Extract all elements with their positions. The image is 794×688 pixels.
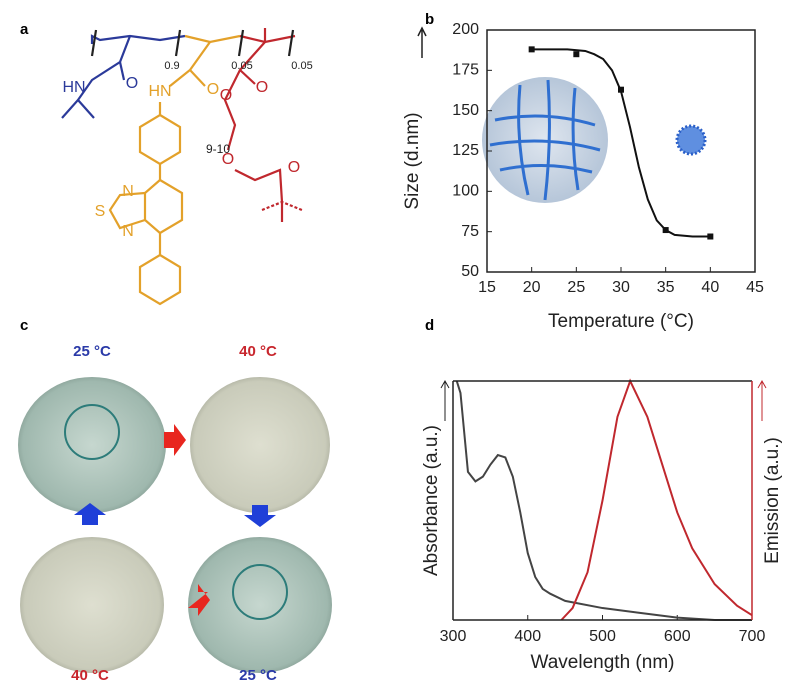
y-tick-label: 175 (452, 62, 479, 79)
bond (189, 69, 206, 87)
inset (417, 26, 707, 203)
structure-label: O (220, 87, 232, 104)
plate (190, 377, 330, 513)
y-tick-label: 75 (461, 223, 479, 240)
bond (239, 69, 256, 85)
bond (223, 41, 266, 151)
ring (108, 191, 146, 230)
structure-label: O (207, 81, 219, 98)
y-tick-label: 100 (452, 183, 479, 200)
structure-label: N (122, 183, 134, 200)
structure-label: 0.05 (231, 60, 252, 72)
arrow (417, 26, 427, 58)
ring (138, 253, 182, 306)
structure-label: S (95, 203, 106, 220)
point (618, 86, 624, 93)
bond (239, 34, 296, 44)
point (528, 46, 535, 53)
arrow (188, 584, 210, 616)
x-tick-label: 35 (657, 279, 675, 296)
arrow (164, 424, 186, 456)
plate (18, 377, 166, 513)
series-line (560, 378, 753, 621)
x-tick-label: 500 (589, 628, 616, 645)
structure (61, 28, 303, 306)
bond (184, 34, 241, 44)
x-tick-label: 15 (478, 279, 496, 296)
fit-line (531, 48, 711, 238)
structure-label: O (256, 79, 268, 96)
bond (234, 168, 284, 203)
y-tick-label: 50 (461, 263, 479, 280)
ring (138, 113, 182, 166)
panel-label: d (425, 317, 434, 334)
structure-label: O (288, 159, 300, 176)
structure-label: 0.05 (291, 60, 312, 72)
network (489, 79, 601, 201)
panel-label: a (20, 21, 29, 38)
structure-label: O (222, 151, 234, 168)
panel-label: b (425, 11, 434, 28)
photos (18, 377, 332, 673)
x-tick-label: 300 (440, 628, 467, 645)
ring (143, 178, 184, 235)
photo-label: 40 °C (71, 667, 109, 684)
logo (64, 404, 120, 460)
arrow (244, 505, 276, 527)
photo-label: 40 °C (239, 343, 277, 360)
plate (188, 537, 332, 673)
axes-frame (486, 29, 756, 273)
x-tick-label: 25 (567, 279, 585, 296)
gel-collapsed (675, 124, 707, 156)
structure-label: O (126, 75, 138, 92)
x-tick-label: 700 (739, 628, 766, 645)
x-tick-label: 400 (514, 628, 541, 645)
arrow (757, 379, 767, 421)
bond (77, 99, 95, 119)
structure-label: N (122, 223, 134, 240)
y-tick-label: 150 (452, 102, 479, 119)
x-axis-label: Wavelength (nm) (531, 652, 675, 673)
logo (232, 564, 288, 620)
bond (61, 35, 132, 119)
plate (20, 537, 164, 673)
y2-axis-label: Emission (a.u.) (762, 437, 783, 564)
bond (90, 34, 186, 44)
panel-label: c (20, 317, 28, 334)
x-tick-label: 45 (746, 279, 764, 296)
y-axis-label: Size (d.nm) (402, 112, 423, 209)
x-axis-label: Temperature (°C) (548, 311, 694, 332)
structure-label: 9-10 (206, 142, 230, 156)
x-tick-label: 30 (612, 279, 630, 296)
x-tick-label: 20 (523, 279, 541, 296)
arrow (440, 379, 450, 421)
structure-label: HN (148, 83, 171, 100)
bond (118, 61, 126, 81)
point (707, 233, 714, 240)
y-tick-label: 125 (452, 142, 479, 159)
y-tick-label: 200 (452, 21, 479, 38)
y-axis-label: Absorbance (a.u.) (421, 425, 442, 576)
point (662, 227, 669, 234)
photo-label: 25 °C (239, 667, 277, 684)
series-line (455, 380, 752, 621)
bracket (90, 29, 295, 57)
point (573, 51, 580, 58)
photo-label: 25 °C (73, 343, 111, 360)
x-tick-label: 600 (664, 628, 691, 645)
structure-label: HN (62, 79, 85, 96)
x-tick-label: 40 (701, 279, 719, 296)
arrow (74, 503, 106, 525)
structure-label: 0.9 (164, 60, 179, 72)
